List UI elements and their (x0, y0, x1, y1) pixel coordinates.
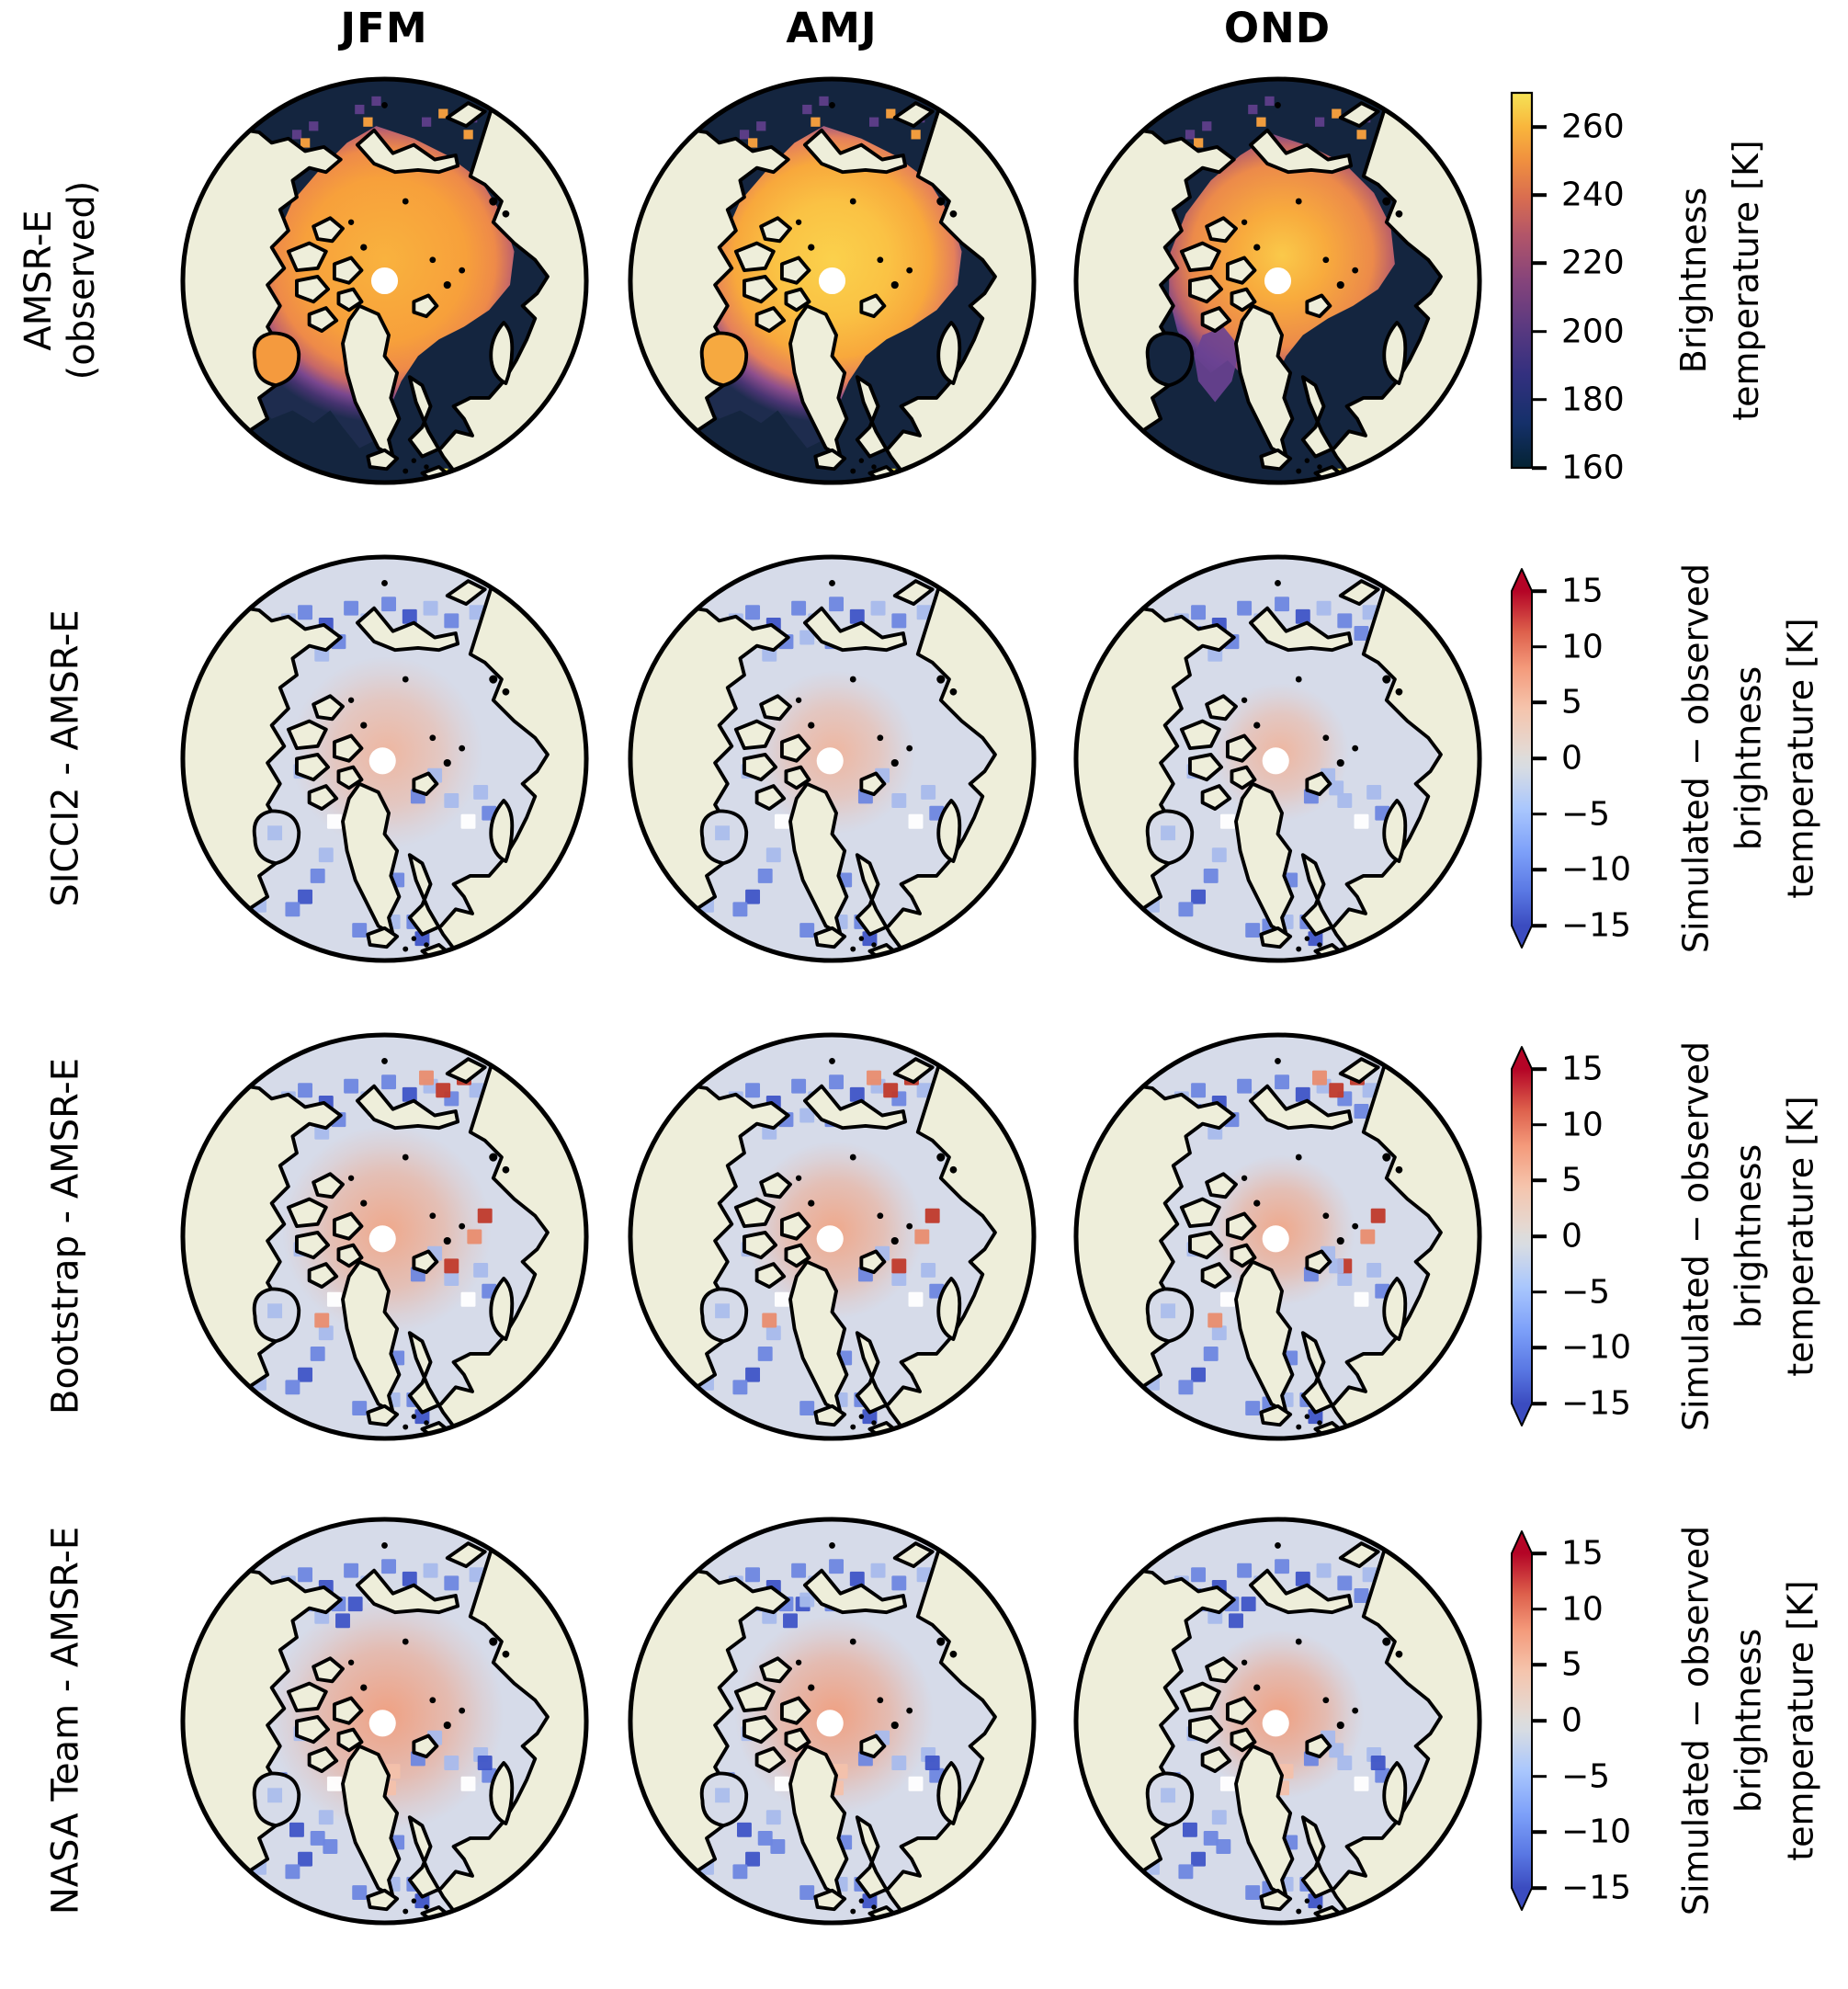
colorbar-brightness-temperature: 260 240 220 200 180 160 (1510, 91, 1625, 487)
colorbar-tick-label: 10 (1561, 1106, 1604, 1144)
colorbar-tick-label: 10 (1561, 1590, 1604, 1629)
colorbar-tick (1532, 1830, 1547, 1835)
colorbar-tick (1532, 1290, 1547, 1294)
colorbar-title-line: temperature [K] (1726, 140, 1766, 421)
colorbar-tick-label: −5 (1561, 795, 1611, 834)
colorbar-diff-sicci2: 15 10 5 0 −5 −10 −15 (1510, 567, 1631, 949)
colorbar-tick (1532, 193, 1547, 198)
row-label-line: NASA Team - AMSR-E (44, 1526, 87, 1915)
colorbar-tick-label: −10 (1561, 850, 1631, 889)
colorbar-title-line: Simulated − observed (1675, 1525, 1717, 1916)
colorbar-tick-label: −10 (1561, 1328, 1631, 1367)
colorbar-tick (1532, 261, 1547, 266)
colorbar-title-line: temperature [K] (1780, 618, 1821, 899)
map-panel-sicci2-jfm (176, 550, 594, 968)
colorbar-tick-label: 200 (1561, 313, 1625, 351)
colorbar-tick (1532, 924, 1547, 927)
map-panel-nasa-team-amj (623, 1512, 1041, 1930)
colorbar-tick-label: −15 (1561, 1869, 1631, 1907)
colorbar-diff-bootstrap: 15 10 5 0 −5 −10 −15 (1510, 1045, 1631, 1427)
colorbar-tick (1532, 1663, 1547, 1667)
row-label-line: (observed) (61, 180, 103, 381)
map-panel-bootstrap-jfm (176, 1028, 594, 1446)
colorbar-tick-label: 0 (1561, 1701, 1582, 1740)
colorbar-title-line: Simulated − observed (1675, 563, 1717, 954)
colorbar-tick-label: 15 (1561, 572, 1604, 610)
colorbar-title-line: brightness (1728, 1143, 1769, 1329)
column-header-ond: OND (1223, 4, 1332, 52)
colorbar-tick (1532, 1346, 1547, 1350)
map-panel-nasa-team-ond (1069, 1512, 1487, 1930)
row-label-line: Bootstrap - AMSR-E (44, 1058, 87, 1415)
colorbar-tick (1532, 644, 1547, 649)
colorbar-tick (1532, 1607, 1547, 1611)
map-panel-amsre-ond (1069, 72, 1487, 490)
colorbar-tick-label: 0 (1561, 739, 1582, 778)
colorbar-tick (1532, 466, 1547, 470)
colorbar-title-line: brightness (1728, 1628, 1769, 1813)
colorbar-tick-label: 260 (1561, 108, 1625, 146)
colorbar-tick (1532, 329, 1547, 334)
map-panel-amsre-jfm (176, 72, 594, 490)
colorbar-tick (1532, 125, 1547, 129)
colorbar-tick (1532, 1402, 1547, 1405)
colorbar-tick (1532, 398, 1547, 402)
colorbar-tick (1532, 700, 1547, 705)
colorbar-tick-label: 15 (1561, 1050, 1604, 1088)
colorbar-title-line: Brightness (1673, 187, 1714, 374)
colorbar-tick-label: 5 (1561, 1645, 1582, 1684)
colorbar-tick (1532, 868, 1547, 872)
colorbar-tick-label: 220 (1561, 244, 1625, 282)
colorbar-tick-label: 240 (1561, 176, 1625, 214)
colorbar-tick-label: 5 (1561, 683, 1582, 722)
colorbar-tick (1532, 1551, 1547, 1555)
colorbar-diff-nasa-team: 15 10 5 0 −5 −10 −15 (1510, 1529, 1631, 1912)
colorbar-tick (1532, 756, 1547, 760)
colorbar-tick-label: 15 (1561, 1534, 1604, 1573)
map-panel-nasa-team-jfm (176, 1512, 594, 1930)
map-panel-amsre-amj (623, 72, 1041, 490)
row-label-line: SICCI2 - AMSR-E (44, 609, 87, 907)
colorbar-title-line: Simulated − observed (1675, 1040, 1717, 1432)
colorbar-tick-label: 160 (1561, 449, 1625, 487)
colorbar-tick (1532, 1719, 1547, 1722)
colorbar-tick (1532, 1774, 1547, 1779)
colorbar-tick (1532, 589, 1547, 593)
colorbar-tick-label: −5 (1561, 1757, 1611, 1796)
colorbar-tick-label: 5 (1561, 1161, 1582, 1199)
column-header-jfm: JFM (340, 4, 428, 52)
colorbar-title-line: temperature [K] (1780, 1580, 1821, 1861)
column-header-amj: AMJ (786, 4, 878, 52)
row-label-line: AMSR-E (17, 210, 60, 351)
colorbar-title-line: temperature [K] (1780, 1096, 1821, 1377)
colorbar-tick (1532, 1178, 1547, 1183)
colorbar-tick-label: 180 (1561, 381, 1625, 419)
map-panel-bootstrap-ond (1069, 1028, 1487, 1446)
map-panel-sicci2-ond (1069, 550, 1487, 968)
colorbar-tick-label: 10 (1561, 628, 1604, 666)
colorbar-tick (1532, 1886, 1547, 1890)
colorbar-tick-label: −10 (1561, 1813, 1631, 1851)
colorbar-tick-label: −5 (1561, 1273, 1611, 1312)
map-panel-bootstrap-amj (623, 1028, 1041, 1446)
colorbar-tick-label: −15 (1561, 906, 1631, 945)
colorbar-tick (1532, 812, 1547, 816)
colorbar-tick (1532, 1122, 1547, 1127)
colorbar-tick-label: −15 (1561, 1384, 1631, 1423)
colorbar-tick-label: 0 (1561, 1217, 1582, 1256)
colorbar-title-line: brightness (1728, 665, 1769, 851)
map-panel-sicci2-amj (623, 550, 1041, 968)
colorbar-tick (1532, 1234, 1547, 1238)
colorbar-tick (1532, 1067, 1547, 1071)
